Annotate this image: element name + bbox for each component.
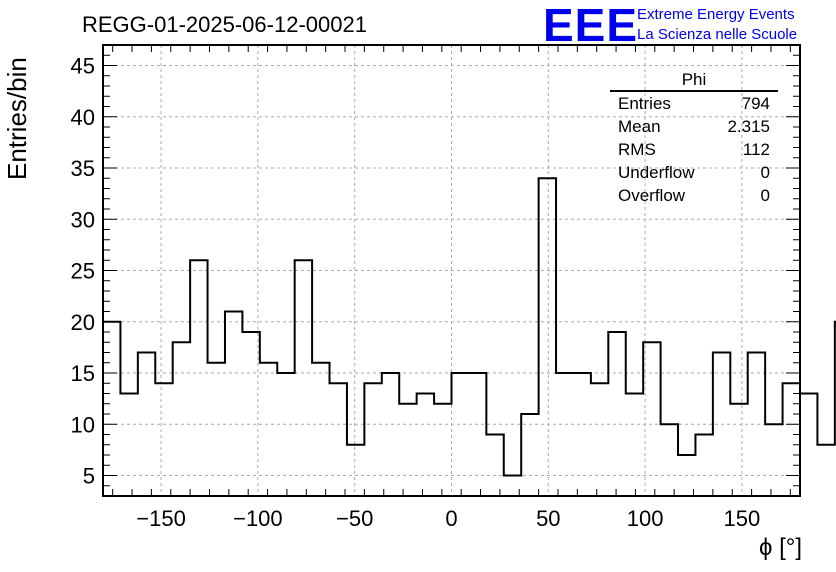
- stats-value: 0: [760, 163, 770, 182]
- stats-label: Underflow: [618, 163, 695, 182]
- y-tick-label: 10: [71, 412, 95, 437]
- tick-labels: −150 −100 −50 0 50 100 150 5 10 15 20 25 30 35 40 45: [71, 54, 761, 532]
- stats-label: Mean: [618, 117, 661, 136]
- stats-row-entries: Entries 794: [610, 92, 778, 115]
- histogram-line: [102, 177, 836, 496]
- y-tick-label: 25: [71, 259, 95, 284]
- y-tick-label: 20: [71, 310, 95, 335]
- x-tick-label: 100: [627, 506, 664, 531]
- stats-row-underflow: Underflow 0: [610, 161, 778, 184]
- stats-label: RMS: [618, 140, 656, 159]
- y-axis-label: Entries/bin: [2, 57, 32, 180]
- stats-title: Phi: [610, 70, 778, 92]
- stats-label: Entries: [618, 94, 671, 113]
- grid: [103, 45, 800, 496]
- stats-row-rms: RMS 112: [610, 138, 778, 161]
- logo-line-2: La Scienza nelle Scuole: [637, 26, 798, 43]
- x-axis-label: ϕ [°]: [758, 534, 802, 561]
- x-tick-label: 150: [724, 506, 761, 531]
- y-tick-label: 35: [71, 156, 95, 181]
- stats-box: Phi Entries 794 Mean 2.315 RMS 112 Under…: [610, 70, 778, 207]
- logo-line-1: Extreme Energy Events: [637, 6, 795, 23]
- y-tick-label: 40: [71, 105, 95, 130]
- y-tick-label: 5: [83, 464, 95, 489]
- eee-logo: EEE: [543, 0, 639, 51]
- stats-value: 2.315: [727, 117, 770, 136]
- plot-title: REGG-01-2025-06-12-00021: [82, 12, 367, 37]
- stats-value: 0: [760, 186, 770, 205]
- plot-frame: [102, 44, 801, 497]
- x-tick-label: 50: [536, 506, 560, 531]
- x-tick-label: −100: [233, 506, 283, 531]
- stats-label: Overflow: [618, 186, 686, 205]
- x-tick-label: 0: [445, 506, 457, 531]
- stats-row-overflow: Overflow 0: [610, 184, 778, 207]
- stats-value: 112: [742, 140, 770, 159]
- stats-row-mean: Mean 2.315: [610, 115, 778, 138]
- stats-value: 794: [741, 94, 770, 113]
- y-tick-label: 30: [71, 207, 95, 232]
- axis-ticks: [103, 44, 800, 497]
- x-tick-label: −150: [136, 506, 186, 531]
- y-tick-label: 45: [71, 54, 95, 79]
- x-tick-label: −50: [336, 506, 373, 531]
- y-tick-label: 15: [71, 361, 95, 386]
